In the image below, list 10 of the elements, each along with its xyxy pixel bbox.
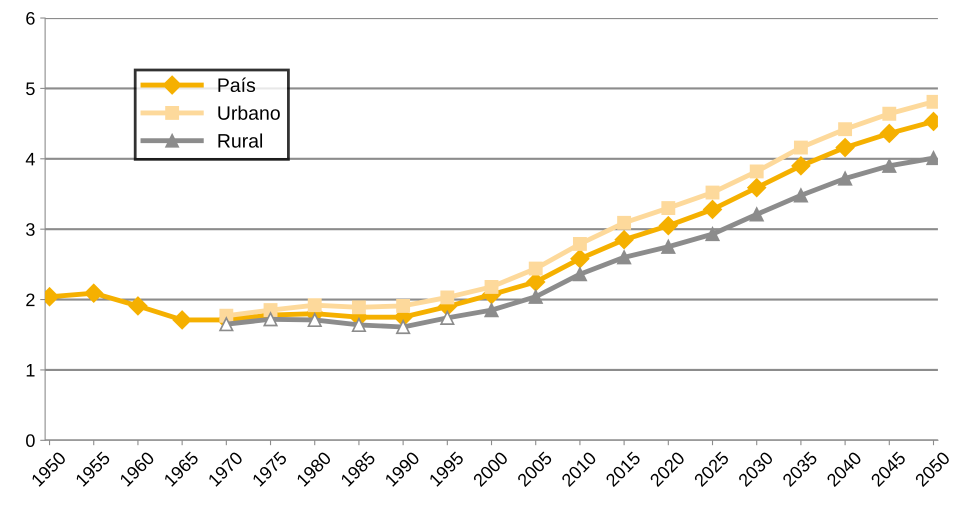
legend-label: Rural: [218, 133, 262, 148]
y-tick-label: 2: [26, 293, 34, 306]
y-tick-label: 4: [26, 152, 35, 166]
y-tick-label: 3: [26, 223, 35, 236]
y-tick-label: 5: [26, 82, 35, 96]
y-tick-label: 1: [26, 364, 35, 376]
y-tick-label: 0: [26, 434, 35, 448]
legend-label: Urbano: [218, 106, 280, 120]
y-tick-label: 6: [26, 12, 35, 25]
legend-label: País: [218, 78, 256, 92]
